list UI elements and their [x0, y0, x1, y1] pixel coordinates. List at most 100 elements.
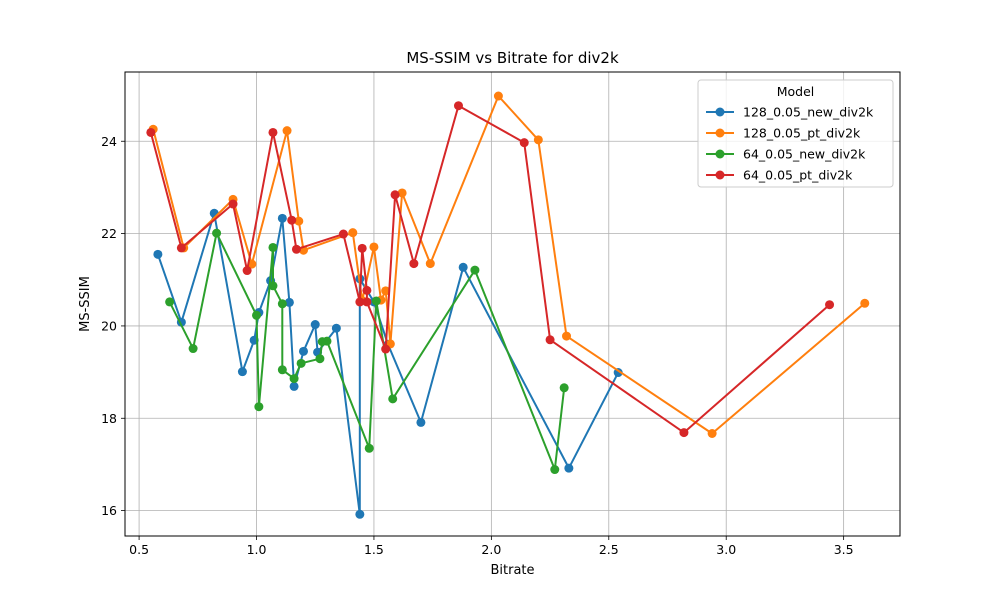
ticks: 0.5 1.0 1.5 2.0 2.5 3.0 3.5 16 18 20 22 24	[101, 134, 853, 557]
data-point	[242, 266, 252, 276]
data-point	[268, 242, 278, 252]
data-point	[381, 344, 391, 354]
data-point	[176, 243, 186, 253]
data-point	[357, 243, 367, 253]
legend-box	[697, 79, 894, 188]
series-64_0.05_new_div2k	[165, 228, 569, 475]
series-64_0.05_pt_div2k	[146, 101, 835, 438]
data-point	[282, 126, 292, 136]
data-point	[825, 300, 835, 310]
x-tick-label: 1.5	[364, 542, 384, 557]
legend-entry: 128_0.05_new_div2k	[706, 105, 874, 120]
data-point	[287, 215, 297, 225]
data-point	[707, 429, 717, 439]
data-point	[228, 199, 238, 209]
data-point	[252, 310, 262, 320]
legend-marker	[715, 170, 725, 180]
data-point	[294, 216, 304, 226]
data-point	[284, 297, 294, 307]
data-point	[397, 188, 407, 198]
data-point	[268, 127, 278, 137]
y-tick-label: 18	[101, 411, 117, 426]
legend-label: 128_0.05_pt_div2k	[743, 126, 861, 141]
chart-title: MS-SSIM vs Bitrate for div2k	[406, 49, 619, 67]
data-point	[519, 138, 529, 148]
data-point	[860, 298, 870, 308]
series-line	[152, 95, 866, 435]
data-point	[390, 190, 400, 200]
data-point	[296, 358, 306, 368]
data-point	[277, 299, 287, 309]
data-point	[550, 465, 560, 475]
legend-label: 64_0.05_pt_div2k	[743, 168, 853, 183]
data-point	[212, 228, 222, 238]
legend-entry: 64_0.05_new_div2k	[706, 147, 866, 162]
data-point	[298, 346, 308, 356]
series-line	[149, 104, 831, 434]
data-point	[153, 249, 163, 259]
x-tick-label: 2.0	[481, 542, 501, 557]
legend-label: 64_0.05_new_div2k	[743, 147, 866, 162]
data-point	[338, 229, 348, 239]
data-point	[470, 265, 480, 275]
data-point	[237, 367, 247, 377]
x-tick-label: 3.5	[834, 542, 854, 557]
data-point	[277, 213, 287, 223]
plot-frame	[124, 71, 901, 537]
data-point	[289, 374, 299, 384]
legend-marker	[715, 107, 725, 117]
y-tick-label: 20	[101, 318, 117, 333]
series-layer	[146, 91, 870, 519]
data-point	[331, 323, 341, 333]
data-point	[254, 402, 264, 412]
data-point	[362, 285, 372, 295]
data-point	[355, 509, 365, 519]
data-point	[322, 336, 332, 346]
data-point	[291, 244, 301, 254]
data-point	[679, 428, 689, 438]
legend-marker	[715, 128, 725, 138]
data-point	[545, 335, 555, 345]
x-tick-label: 3.0	[716, 542, 736, 557]
data-point	[268, 281, 278, 291]
y-tick-label: 16	[101, 503, 117, 518]
data-point	[493, 91, 503, 101]
legend-title: Model	[777, 84, 815, 99]
data-point	[277, 365, 287, 375]
data-point	[562, 331, 572, 341]
y-axis-label: MS-SSIM	[78, 276, 93, 332]
legend-entry: 64_0.05_pt_div2k	[706, 168, 853, 183]
legend: Model 128_0.05_new_div2k 128_0.05_pt_div2…	[697, 79, 894, 188]
y-tick-label: 22	[101, 226, 117, 241]
data-point	[425, 259, 435, 269]
data-point	[453, 101, 463, 111]
data-point	[371, 296, 381, 306]
data-point	[458, 262, 468, 272]
series-128_0.05_pt_div2k	[148, 91, 870, 439]
data-point	[388, 394, 398, 404]
data-point	[355, 297, 365, 307]
data-point	[146, 127, 156, 137]
series-line	[168, 232, 566, 471]
data-point	[381, 286, 391, 296]
legend-items: 128_0.05_new_div2k 128_0.05_pt_div2k 64_0.…	[706, 105, 874, 183]
data-point	[364, 443, 374, 453]
data-point	[315, 354, 325, 364]
data-point	[369, 242, 379, 252]
data-point	[362, 297, 372, 307]
x-tick-label: 0.5	[129, 542, 149, 557]
series-line	[156, 212, 620, 516]
x-tick-label: 2.5	[599, 542, 619, 557]
data-point	[416, 417, 426, 427]
data-point	[310, 320, 320, 330]
data-point	[188, 344, 198, 354]
data-point	[559, 383, 569, 393]
legend-entry: 128_0.05_pt_div2k	[706, 126, 861, 141]
y-tick-label: 24	[101, 134, 117, 149]
data-point	[533, 135, 543, 145]
legend-label: 128_0.05_new_div2k	[743, 105, 874, 120]
data-point	[348, 228, 358, 238]
x-axis-label: Bitrate	[490, 563, 534, 578]
data-point	[289, 381, 299, 391]
